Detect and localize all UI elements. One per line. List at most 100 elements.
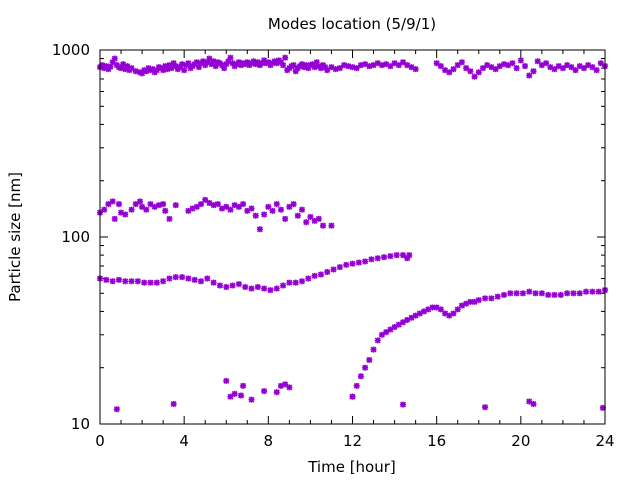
- axis-ticks: [99, 49, 606, 425]
- data-point: [254, 284, 261, 291]
- data-point: [170, 60, 177, 67]
- data-point: [265, 203, 272, 210]
- data-point: [107, 63, 114, 70]
- data-point: [189, 205, 196, 212]
- data-point: [290, 62, 297, 69]
- data-point: [141, 279, 148, 286]
- data-point: [240, 201, 247, 208]
- data-point: [471, 73, 478, 80]
- data-point: [303, 62, 310, 69]
- data-point: [261, 388, 268, 395]
- data-point: [214, 201, 221, 208]
- data-point: [421, 308, 428, 315]
- data-point: [526, 288, 533, 295]
- data-point: [250, 58, 257, 65]
- data-point: [475, 69, 482, 76]
- data-point: [442, 310, 449, 317]
- data-point: [332, 66, 339, 73]
- data-point: [237, 392, 244, 399]
- data-point: [122, 211, 129, 218]
- data-point: [252, 212, 259, 219]
- data-point: [484, 62, 491, 69]
- data-point: [522, 63, 529, 70]
- data-point: [442, 67, 449, 74]
- data-point: [357, 62, 364, 69]
- data-point: [143, 68, 150, 75]
- tick-labels: 0 4 8 12 16 20 24 10 100 1000: [52, 41, 615, 450]
- data-point: [172, 202, 179, 209]
- data-point: [225, 58, 232, 65]
- data-point: [261, 285, 268, 292]
- data-point: [463, 300, 470, 307]
- data-point: [160, 201, 167, 208]
- data-point: [120, 61, 127, 68]
- data-point: [406, 252, 413, 259]
- data-point: [494, 293, 501, 300]
- data-point: [463, 65, 470, 72]
- data-point: [479, 65, 486, 72]
- data-point: [231, 390, 238, 397]
- data-point: [366, 356, 373, 363]
- data-point: [223, 203, 230, 210]
- data-point: [564, 62, 571, 69]
- data-point: [181, 67, 188, 74]
- data-point: [324, 67, 331, 74]
- data-point: [383, 329, 390, 336]
- y-tick-label: 10: [71, 415, 90, 433]
- data-point: [210, 279, 217, 286]
- data-point: [374, 255, 381, 262]
- data-point: [391, 324, 398, 331]
- data-point: [242, 284, 249, 291]
- data-point: [501, 291, 507, 298]
- data-point: [362, 364, 369, 371]
- data-point: [362, 61, 369, 68]
- data-point: [353, 382, 360, 389]
- data-point: [532, 290, 539, 297]
- data-point: [277, 206, 284, 213]
- data-point: [315, 215, 322, 222]
- data-point: [568, 64, 575, 71]
- data-point: [109, 198, 116, 205]
- data-point: [206, 199, 213, 206]
- data-point: [179, 274, 186, 281]
- data-point: [433, 60, 440, 67]
- x-tick-label: 24: [595, 432, 614, 450]
- data-point: [513, 290, 520, 297]
- data-point: [597, 60, 604, 67]
- data-point: [328, 64, 335, 71]
- data-point: [545, 291, 552, 298]
- data-point: [583, 288, 590, 295]
- data-point: [235, 203, 242, 210]
- data-point: [559, 65, 566, 72]
- data-point: [526, 72, 533, 79]
- data-point: [160, 67, 167, 74]
- data-point: [290, 201, 297, 208]
- data-point: [273, 389, 280, 396]
- data-point: [446, 69, 453, 76]
- data-point: [381, 254, 388, 261]
- data-point: [593, 67, 600, 74]
- data-point: [589, 64, 596, 71]
- data-point: [206, 55, 213, 62]
- data-point: [168, 65, 175, 72]
- data-point: [176, 64, 183, 71]
- data-point: [128, 65, 135, 72]
- data-point: [555, 63, 562, 70]
- data-point: [292, 279, 299, 286]
- data-point: [282, 215, 289, 222]
- data-point: [362, 258, 369, 265]
- data-point: [132, 68, 139, 75]
- data-point: [223, 377, 230, 384]
- data-point: [210, 58, 217, 65]
- data-point: [437, 306, 444, 313]
- data-point: [265, 59, 272, 66]
- data-point: [198, 201, 204, 208]
- data-point: [400, 319, 406, 326]
- data-point: [248, 285, 255, 292]
- data-point: [557, 291, 564, 298]
- data-point: [172, 274, 179, 281]
- data-point: [517, 57, 524, 64]
- data-point: [223, 284, 230, 291]
- data-point: [450, 310, 457, 317]
